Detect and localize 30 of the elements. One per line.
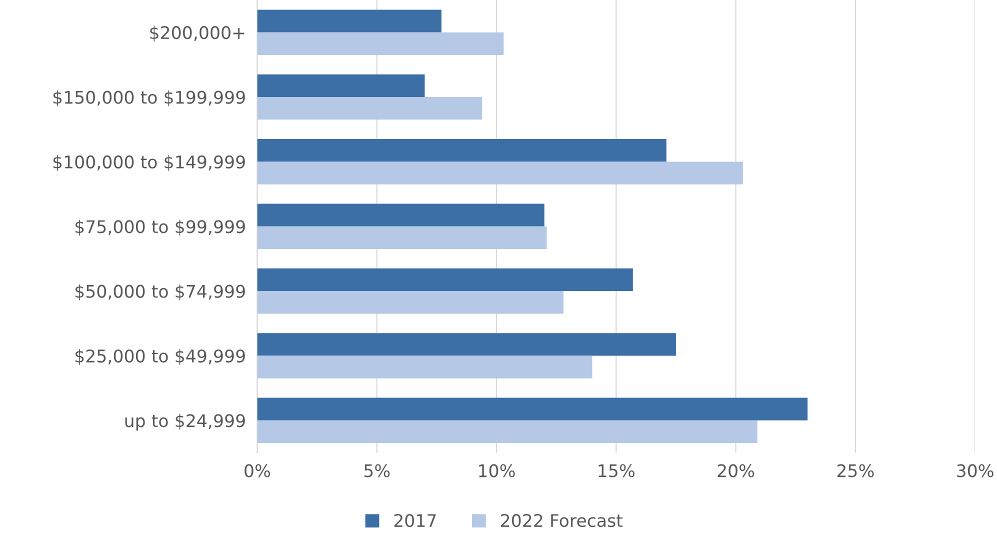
bar: [257, 420, 758, 444]
y-tick-label: up to $24,999: [125, 414, 245, 431]
bar: [257, 162, 743, 184]
bar: [257, 356, 592, 378]
x-tick-label: 20%: [718, 464, 754, 478]
bar: [257, 268, 633, 292]
bar: [257, 97, 482, 120]
bar: [257, 204, 544, 226]
bar: [257, 226, 547, 250]
x-tick-label: 5%: [364, 464, 390, 478]
y-tick-label: $75,000 to $99,999: [76, 220, 245, 236]
bar: [257, 10, 442, 32]
y-tick-label: $25,000 to $49,999: [76, 349, 245, 365]
x-tick-label: 25%: [837, 464, 874, 478]
bar: [257, 32, 504, 55]
legend-label: 2017: [394, 514, 436, 528]
legend-label: 2022 Forecast: [501, 514, 622, 528]
y-tick-label: $200,000+: [150, 26, 244, 42]
x-tick-label: 15%: [598, 464, 634, 478]
y-tick-label: $50,000 to $74,999: [76, 284, 245, 300]
bar: [257, 139, 666, 162]
x-tick-label: 10%: [479, 464, 515, 478]
y-tick-label: $150,000 to $199,999: [53, 90, 245, 106]
bar: [257, 74, 425, 98]
bar: [257, 398, 808, 420]
bar: [257, 291, 564, 314]
x-tick-label: 0%: [244, 464, 270, 478]
bar: [257, 333, 676, 356]
y-tick-label: $100,000 to $149,999: [53, 155, 245, 171]
x-tick-label: 30%: [957, 464, 994, 478]
